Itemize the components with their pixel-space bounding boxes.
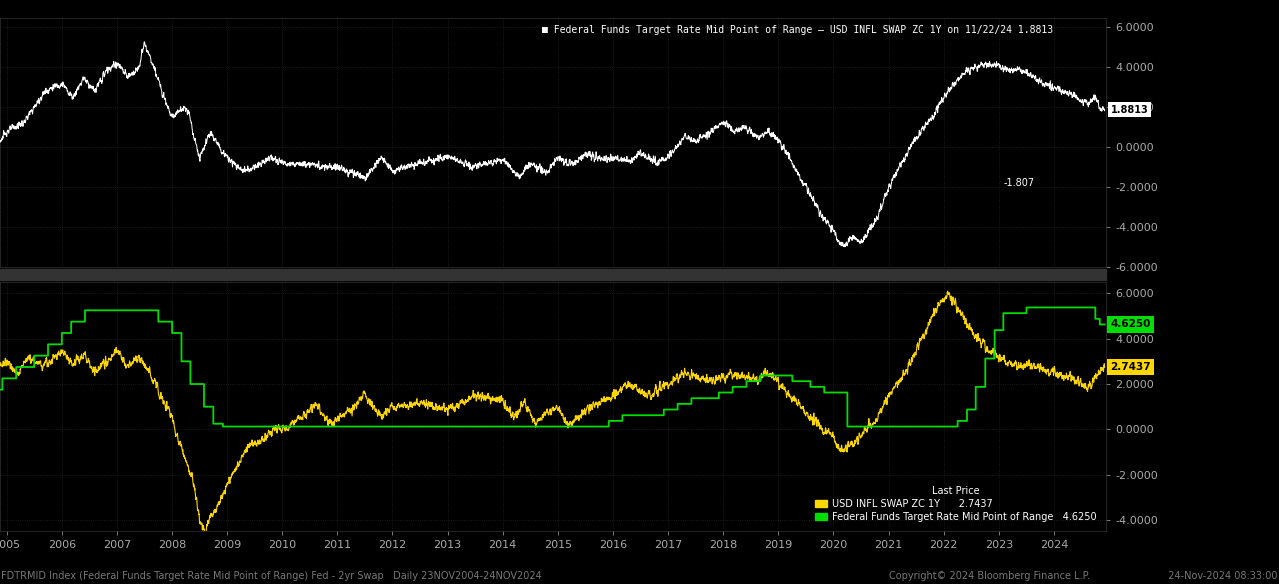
Text: FDTRMID Index (Federal Funds Target Rate Mid Point of Range) Fed - 2yr Swap   Da: FDTRMID Index (Federal Funds Target Rate…	[1, 571, 542, 581]
Text: Copyright© 2024 Bloomberg Finance L.P.                         24-Nov-2024 08:33: Copyright© 2024 Bloomberg Finance L.P. 2…	[889, 571, 1278, 581]
Text: 4.6250: 4.6250	[1110, 319, 1151, 329]
Text: ■ Federal Funds Target Rate Mid Point of Range – USD INFL SWAP ZC 1Y on 11/22/24: ■ Federal Funds Target Rate Mid Point of…	[542, 25, 1053, 35]
Text: -1.807: -1.807	[1003, 178, 1035, 188]
Text: 2.7437: 2.7437	[1110, 362, 1151, 372]
Legend: USD INFL SWAP ZC 1Y      2.7437, Federal Funds Target Rate Mid Point of Range   : USD INFL SWAP ZC 1Y 2.7437, Federal Fund…	[811, 481, 1101, 527]
Text: 1.8813: 1.8813	[1110, 105, 1149, 114]
